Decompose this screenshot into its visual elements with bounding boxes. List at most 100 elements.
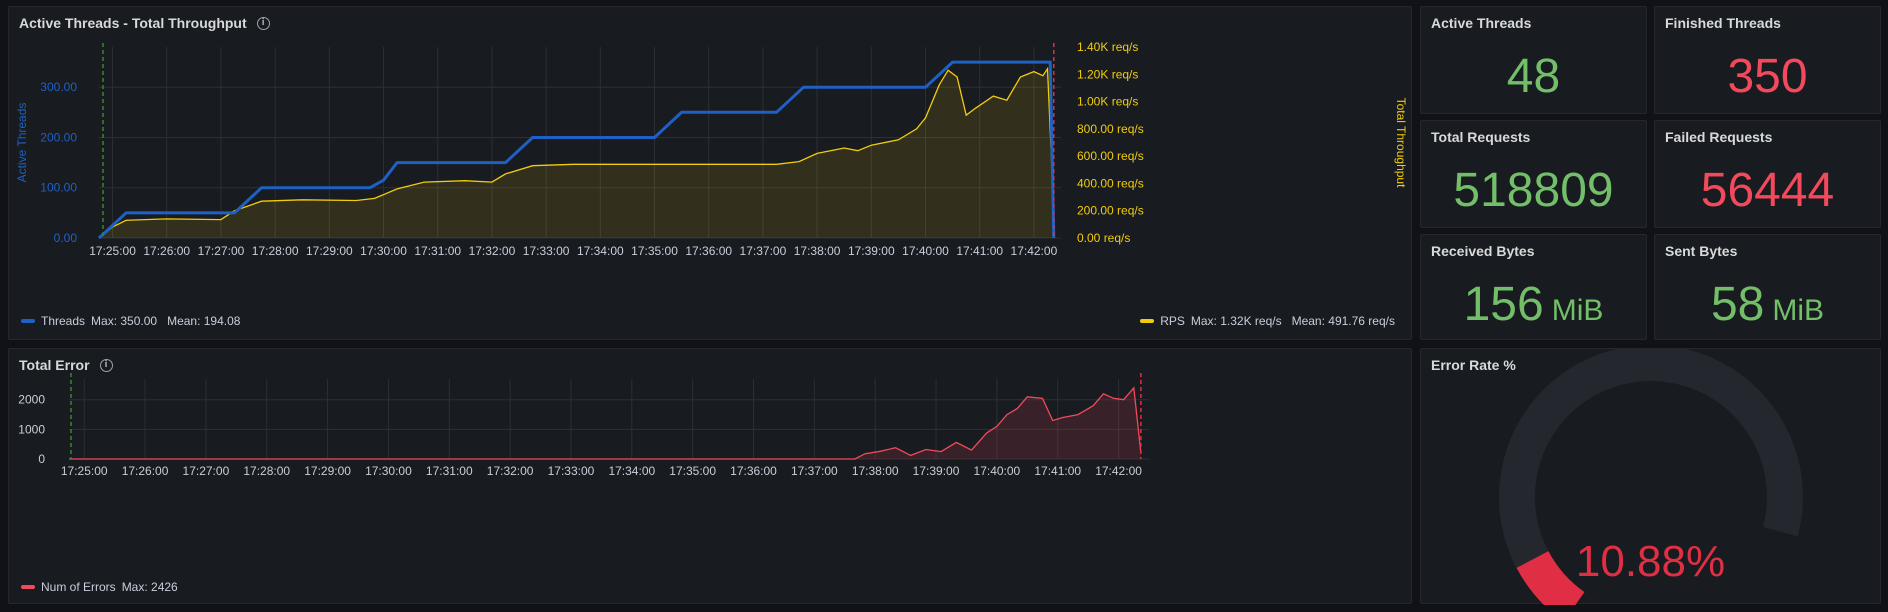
panel-title[interactable]: Active Threads - Total Throughput i — [19, 15, 270, 31]
x-tick-label: 17:30:00 — [365, 464, 412, 478]
threads-legend-name: Threads — [41, 314, 86, 328]
x-tick-label: 17:27:00 — [183, 464, 230, 478]
x-tick-label: 17:36:00 — [685, 244, 732, 258]
x-tick-label: 17:41:00 — [956, 244, 1003, 258]
stat-value: 350 — [1727, 50, 1808, 103]
x-tick-label: 17:32:00 — [469, 244, 516, 258]
y-right-tick-label: 1.00K req/s — [1077, 95, 1138, 109]
x-tick-label: 17:41:00 — [1034, 464, 1081, 478]
x-tick-label: 17:32:00 — [487, 464, 534, 478]
y-tick-label: 2000 — [18, 393, 45, 407]
info-icon[interactable]: i — [99, 358, 113, 372]
stat-value: 518809 — [1453, 164, 1614, 217]
x-tick-label: 17:28:00 — [243, 464, 290, 478]
y-left-tick-label: 100.00 — [40, 181, 77, 195]
y-right-axis-label: Total Throughput — [1394, 98, 1408, 189]
x-tick-label: 17:42:00 — [1011, 244, 1058, 258]
y-right-tick-label: 1.20K req/s — [1077, 67, 1138, 81]
stat-title: Failed Requests — [1665, 129, 1773, 145]
x-tick-label: 17:39:00 — [848, 244, 895, 258]
rps-legend-stats: Max: 1.32K req/s Mean: 491.76 req/s — [1190, 314, 1395, 328]
x-tick-label: 17:28:00 — [252, 244, 299, 258]
stat-title: Active Threads — [1431, 15, 1532, 31]
errors-swatch — [21, 585, 35, 589]
rps-series-line — [98, 66, 1055, 239]
stat-total-requests[interactable]: Total Requests 518809 — [1420, 120, 1647, 228]
total-error-chart[interactable]: 17:25:00 17:26:00 17:27:00 17:28:00 17:29:00… — [9, 349, 1413, 605]
y-left-tick-label: 0.00 — [54, 231, 78, 245]
gauge-track — [1499, 349, 1803, 605]
stat-value: 48 — [1506, 50, 1561, 103]
total-error-panel: Total Error i 17:25:00 17:26:00 17:27:00 17… — [8, 348, 1412, 604]
x-tick-label: 17:29:00 — [306, 244, 353, 258]
x-tick-label: 17:40:00 — [902, 244, 949, 258]
threads-throughput-chart[interactable]: 17:25:00 17:26:00 17:27:00 17:28:00 17:29:00… — [9, 7, 1413, 341]
gauge-value: 10.88% — [1575, 537, 1726, 586]
x-tick-label: 17:30:00 — [360, 244, 407, 258]
x-tick-label: 17:35:00 — [631, 244, 678, 258]
x-tick-label: 17:35:00 — [669, 464, 716, 478]
x-tick-label: 17:38:00 — [852, 464, 899, 478]
stat-sent-bytes[interactable]: Sent Bytes 58 MiB — [1654, 234, 1881, 340]
rps-area — [99, 68, 1054, 238]
info-icon[interactable]: i — [256, 16, 270, 30]
stat-unit: MiB — [1551, 294, 1604, 327]
threads-legend-stats: Max: 350.00 Mean: 194.08 — [91, 314, 241, 328]
x-tick-label: 17:37:00 — [740, 244, 787, 258]
x-tick-label: 17:37:00 — [791, 464, 838, 478]
x-tick-label: 17:42:00 — [1095, 464, 1142, 478]
x-tick-label: 17:25:00 — [61, 464, 108, 478]
stat-active-threads[interactable]: Active Threads 48 — [1420, 6, 1647, 114]
stat-title: Sent Bytes — [1665, 243, 1738, 259]
stat-title: Finished Threads — [1665, 15, 1781, 31]
rps-legend-name: RPS — [1160, 314, 1185, 328]
x-tick-label: 17:29:00 — [304, 464, 351, 478]
y-right-tick-label: 400.00 req/s — [1077, 176, 1144, 190]
panel-title[interactable]: Total Error i — [19, 357, 113, 373]
threads-panel-title: Active Threads - Total Throughput — [19, 15, 247, 31]
x-tick-label: 17:26:00 — [122, 464, 169, 478]
errors-legend-name: Num of Errors — [41, 580, 116, 594]
y-right-tick-label: 200.00 req/s — [1077, 204, 1144, 218]
stat-failed-requests[interactable]: Failed Requests 56444 — [1654, 120, 1881, 228]
stat-unit: MiB — [1772, 294, 1825, 327]
errors-series-line — [69, 386, 1142, 460]
gauge-fill — [1516, 550, 1585, 605]
error-panel-title: Total Error — [19, 357, 90, 373]
x-tick-label: 17:39:00 — [913, 464, 960, 478]
y-right-tick-label: 600.00 req/s — [1077, 149, 1144, 163]
y-tick-label: 1000 — [18, 422, 45, 436]
stat-value: 58 — [1710, 278, 1765, 331]
x-tick-label: 17:26:00 — [143, 244, 190, 258]
y-right-tick-label: 800.00 req/s — [1077, 122, 1144, 136]
x-tick-label: 17:38:00 — [794, 244, 841, 258]
x-tick-label: 17:33:00 — [548, 464, 595, 478]
errors-legend-stats: Max: 2426 — [121, 580, 178, 594]
threads-series-line — [97, 60, 1056, 240]
x-tick-label: 17:34:00 — [577, 244, 624, 258]
x-tick-label: 17:27:00 — [198, 244, 245, 258]
y-right-tick-label: 1.40K req/s — [1077, 40, 1138, 54]
threads-swatch — [21, 319, 35, 323]
error-rate-gauge — [1499, 349, 1803, 605]
stat-value-wrap: 58 MiB — [1655, 277, 1880, 332]
stat-value: 156 — [1463, 278, 1544, 331]
y-left-tick-label: 200.00 — [40, 130, 77, 144]
errors-area — [69, 387, 1141, 459]
threads-legend[interactable]: Threads Max: 350.00 Mean: 194.08 — [21, 314, 240, 328]
stat-finished-threads[interactable]: Finished Threads 350 — [1654, 6, 1881, 114]
stat-received-bytes[interactable]: Received Bytes 156 MiB — [1420, 234, 1647, 340]
x-tick-label: 17:36:00 — [730, 464, 777, 478]
rps-legend[interactable]: RPS Max: 1.32K req/s Mean: 491.76 req/s — [1140, 314, 1395, 328]
x-tick-label: 17:31:00 — [426, 464, 473, 478]
y-left-tick-label: 300.00 — [40, 80, 77, 94]
x-tick-label: 17:25:00 — [89, 244, 136, 258]
x-tick-label: 17:33:00 — [523, 244, 570, 258]
error-rate-panel[interactable]: Error Rate % 10.88% — [1420, 348, 1881, 605]
x-tick-label: 17:34:00 — [608, 464, 655, 478]
stat-value-wrap: 156 MiB — [1421, 277, 1646, 332]
rps-swatch — [1140, 319, 1155, 323]
errors-legend[interactable]: Num of Errors Max: 2426 — [21, 580, 178, 594]
stat-title: Total Requests — [1431, 129, 1531, 145]
y-tick-label: 0 — [38, 452, 45, 466]
